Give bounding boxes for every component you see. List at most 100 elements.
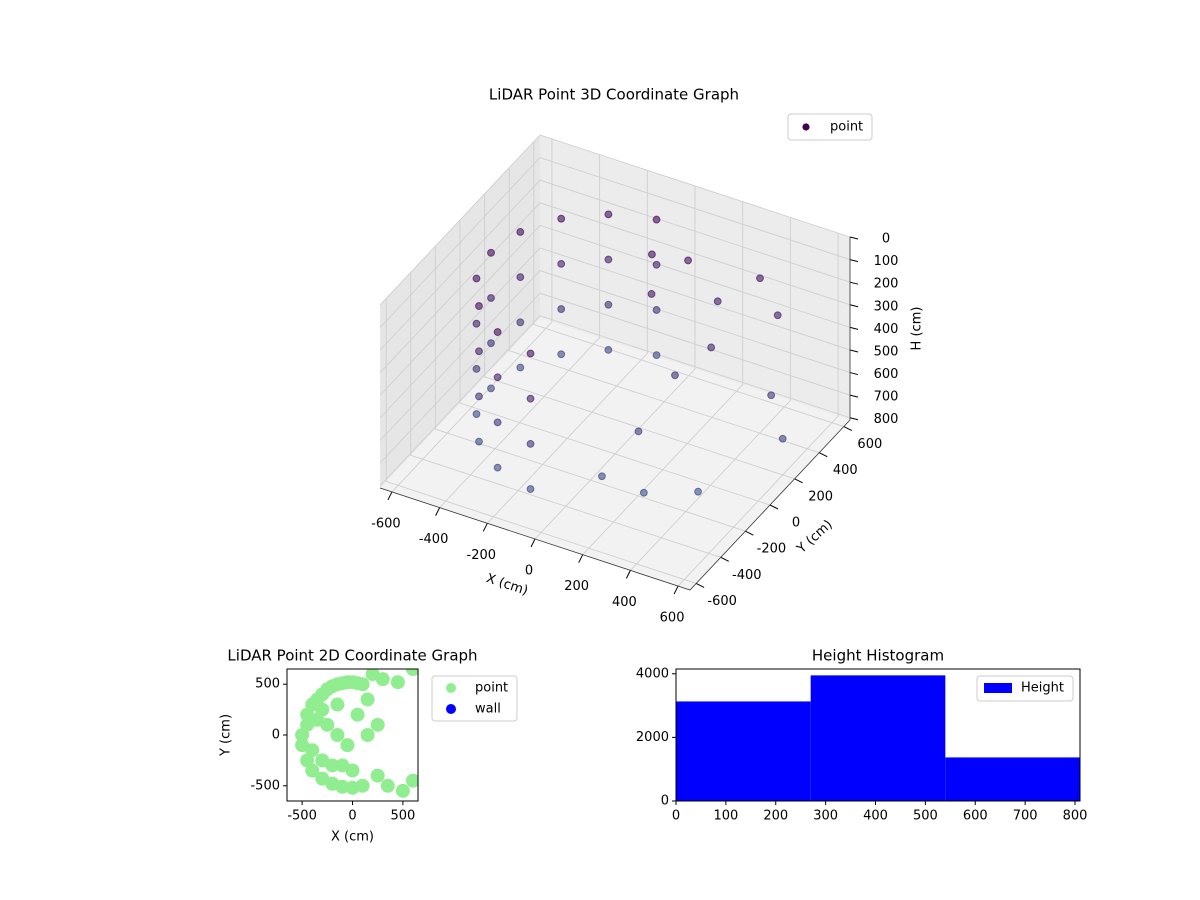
legend-box	[787, 113, 873, 141]
point	[487, 339, 495, 348]
point	[405, 669, 418, 676]
x-tick-label: 300	[813, 809, 838, 824]
point	[345, 763, 360, 778]
point	[707, 343, 716, 352]
z-tick-label: 200	[874, 277, 899, 292]
y-tick-label: 500	[255, 677, 280, 692]
z-tick	[849, 326, 859, 330]
point	[557, 214, 566, 223]
point	[355, 677, 370, 692]
point	[767, 391, 776, 400]
grid-line	[533, 141, 844, 427]
grid-line	[484, 193, 795, 480]
point	[516, 273, 525, 282]
x-tick	[625, 570, 631, 579]
legend-label: point	[475, 681, 508, 696]
y-tick-label: -600	[707, 594, 737, 609]
point	[634, 427, 643, 436]
y-tick	[745, 530, 754, 536]
point	[652, 215, 661, 224]
y-tick-label: 0	[792, 516, 800, 531]
point	[604, 346, 613, 354]
x-tick-label: -500	[287, 809, 317, 824]
x-tick-label: 200	[564, 579, 589, 594]
legend-swatch	[984, 683, 1012, 693]
point	[604, 210, 613, 219]
point	[472, 364, 481, 373]
legend-label: point	[830, 120, 863, 135]
point	[557, 350, 566, 359]
y-tick	[819, 452, 828, 458]
grid-line	[391, 138, 553, 493]
point	[315, 702, 330, 717]
point	[390, 675, 405, 690]
grid-line	[379, 202, 851, 374]
point	[330, 728, 345, 742]
point	[604, 300, 613, 309]
y-tick-label: 600	[857, 437, 882, 452]
x-tick	[530, 538, 536, 548]
point	[647, 290, 656, 298]
point	[340, 738, 355, 753]
grid-line	[379, 179, 851, 351]
point	[526, 485, 535, 493]
z-tick-label: 500	[874, 344, 899, 359]
y-axis-label: Y (cm)	[219, 714, 234, 757]
point	[360, 728, 375, 742]
point	[370, 717, 385, 732]
point	[380, 778, 395, 793]
grid-line	[379, 224, 851, 396]
point	[493, 418, 502, 427]
x-tick-label: 600	[963, 809, 988, 824]
x-tick-label: -400	[419, 532, 449, 547]
grid-line	[459, 220, 771, 506]
z-tick-label: 600	[874, 367, 899, 382]
x-tick-label: -200	[467, 548, 497, 563]
bar	[945, 757, 1080, 801]
legend-label: Height	[1021, 681, 1064, 696]
point	[516, 318, 525, 327]
point	[350, 707, 365, 722]
point	[756, 274, 764, 283]
grid-line	[379, 134, 851, 306]
grid-line	[677, 233, 839, 587]
x-tick-label: 100	[713, 809, 738, 824]
x-tick-label: 800	[1063, 809, 1088, 824]
x-axis-label: X (cm)	[484, 571, 530, 599]
legend-box	[976, 675, 1074, 702]
point	[405, 773, 418, 788]
y-tick	[843, 426, 853, 431]
point	[493, 463, 502, 472]
x-tick-label: -600	[371, 516, 401, 531]
point	[370, 768, 385, 783]
grid-line	[379, 270, 851, 441]
x-tick-label: 500	[913, 809, 938, 824]
x-tick-label: 0	[672, 809, 680, 824]
x-tick-label: 600	[660, 611, 685, 626]
z-tick	[849, 259, 859, 263]
point	[526, 394, 535, 403]
grid-line	[410, 272, 721, 558]
x-tick-label: 0	[525, 564, 533, 579]
x-tick	[387, 491, 393, 501]
point	[526, 349, 535, 358]
x-tick-label: 400	[863, 809, 888, 824]
legend-marker	[446, 704, 456, 714]
point	[604, 255, 613, 264]
point	[475, 392, 483, 401]
grid-line	[534, 186, 696, 540]
point	[648, 250, 656, 259]
point	[395, 783, 410, 798]
point	[557, 259, 566, 268]
z-tick	[849, 372, 859, 376]
point	[475, 302, 483, 310]
z-tick	[849, 236, 859, 240]
point	[639, 488, 648, 497]
chart-title: LiDAR Point 2D Coordinate Graph	[227, 647, 477, 665]
y-tick-label: -400	[732, 568, 762, 583]
y-tick	[794, 478, 803, 484]
x-tick	[435, 507, 441, 516]
x-tick	[482, 523, 488, 532]
point	[305, 763, 320, 778]
point	[375, 672, 390, 687]
